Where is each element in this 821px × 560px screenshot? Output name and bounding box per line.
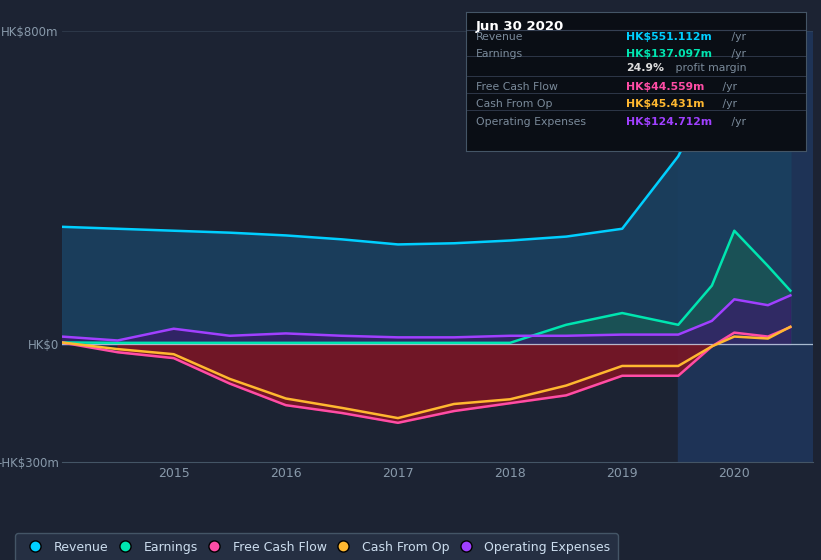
Text: HK$137.097m: HK$137.097m [626,49,712,59]
Text: HK$551.112m: HK$551.112m [626,32,711,42]
Text: Revenue: Revenue [475,32,523,42]
Text: HK$45.431m: HK$45.431m [626,99,704,109]
Text: Earnings: Earnings [475,49,523,59]
Text: /yr: /yr [719,99,737,109]
Text: Cash From Op: Cash From Op [475,99,553,109]
Text: Free Cash Flow: Free Cash Flow [475,82,557,92]
Text: HK$44.559m: HK$44.559m [626,82,704,92]
Bar [678,31,821,462]
Text: /yr: /yr [719,82,737,92]
Legend: Revenue, Earnings, Free Cash Flow, Cash From Op, Operating Expenses: Revenue, Earnings, Free Cash Flow, Cash … [16,533,618,560]
Text: HK$124.712m: HK$124.712m [626,117,712,127]
Text: 24.9%: 24.9% [626,63,663,73]
Text: /yr: /yr [728,32,746,42]
Text: /yr: /yr [728,49,746,59]
Text: Operating Expenses: Operating Expenses [475,117,585,127]
Text: /yr: /yr [728,117,746,127]
Text: profit margin: profit margin [672,63,747,73]
Text: Jun 30 2020: Jun 30 2020 [475,20,564,33]
